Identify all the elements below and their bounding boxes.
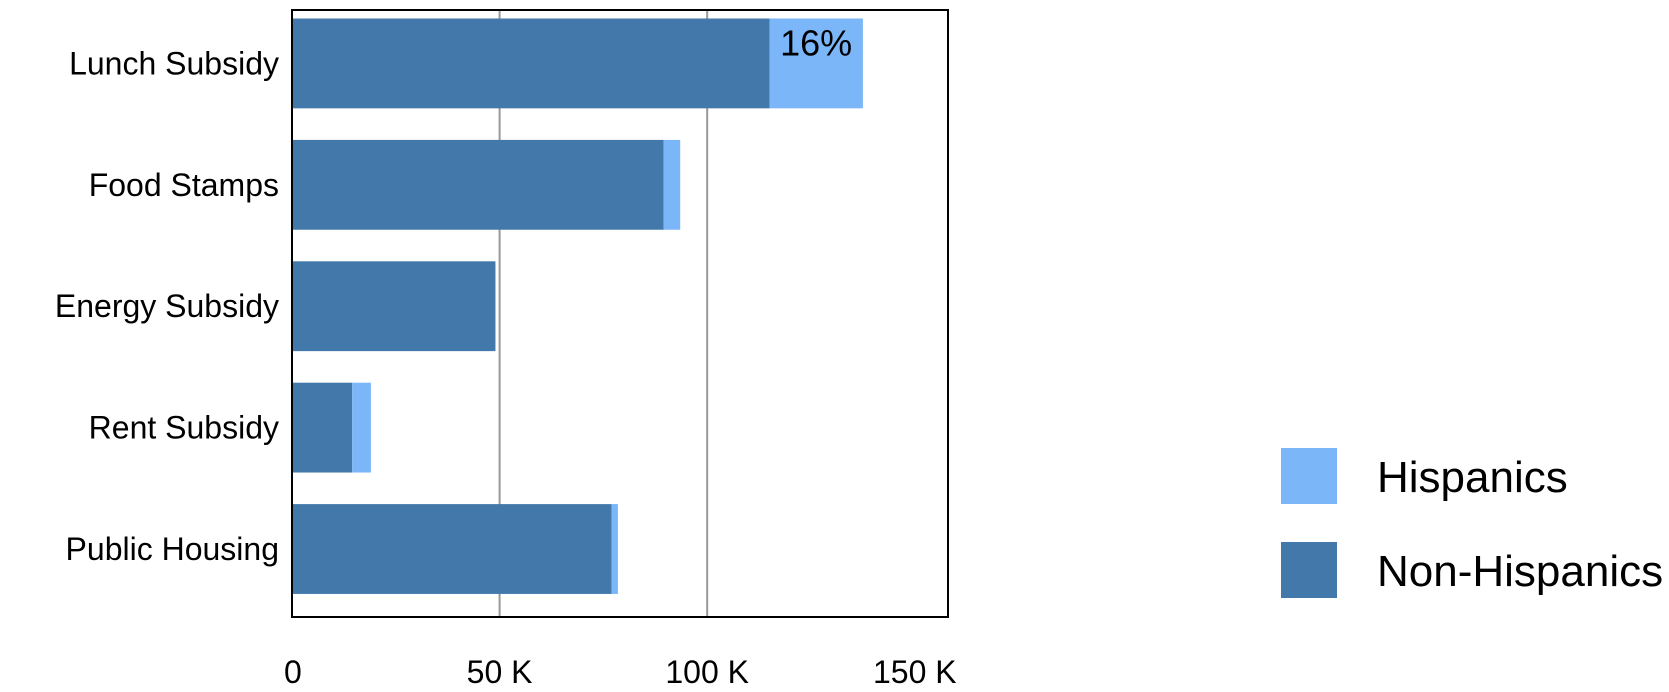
bar-lunch-subsidy-hispanics bbox=[769, 18, 863, 109]
data-labels: 16% bbox=[780, 22, 852, 63]
bar-public-housing-hispanics bbox=[611, 504, 618, 594]
legend-swatch-hispanics bbox=[1281, 448, 1337, 504]
category-label-public-housing: Public Housing bbox=[66, 531, 279, 567]
category-label-lunch-subsidy: Lunch Subsidy bbox=[69, 45, 279, 81]
bar-food-stamps-hispanics bbox=[663, 139, 681, 230]
legend-swatch-non-hispanics bbox=[1281, 542, 1337, 598]
data-label-lunch-subsidy: 16% bbox=[780, 22, 852, 63]
x-tick-label-0: 0 bbox=[284, 654, 302, 690]
bars bbox=[292, 18, 863, 594]
category-labels: Lunch Subsidy Food Stamps Energy Subsidy Re… bbox=[55, 45, 279, 567]
x-tick-label-50-k: 50 K bbox=[467, 654, 533, 690]
x-tick-label-100-k: 100 K bbox=[665, 654, 749, 690]
category-label-rent-subsidy: Rent Subsidy bbox=[89, 410, 279, 446]
plot-frame bbox=[291, 9, 949, 618]
legend-label-hispanics: Hispanics bbox=[1377, 453, 1568, 502]
x-tick-label-150-k: 150 K bbox=[873, 654, 957, 690]
bar-food-stamps-non-hispanics bbox=[292, 139, 664, 230]
bar-rent-subsidy-non-hispanics bbox=[292, 382, 353, 473]
legend-label-non-hispanics: Non-Hispanics bbox=[1377, 547, 1663, 596]
x-tick-labels: 0 50 K 100 K 150 K bbox=[284, 654, 957, 690]
category-label-food-stamps: Food Stamps bbox=[89, 167, 279, 203]
category-label-energy-subsidy: Energy Subsidy bbox=[55, 288, 279, 324]
legend: Hispanics Non-Hispanics bbox=[1281, 448, 1663, 598]
bar-lunch-subsidy-non-hispanics bbox=[292, 18, 770, 109]
bar-energy-subsidy-non-hispanics bbox=[292, 261, 496, 352]
bar-rent-subsidy-hispanics bbox=[352, 382, 371, 473]
bar-public-housing-non-hispanics bbox=[292, 504, 612, 594]
